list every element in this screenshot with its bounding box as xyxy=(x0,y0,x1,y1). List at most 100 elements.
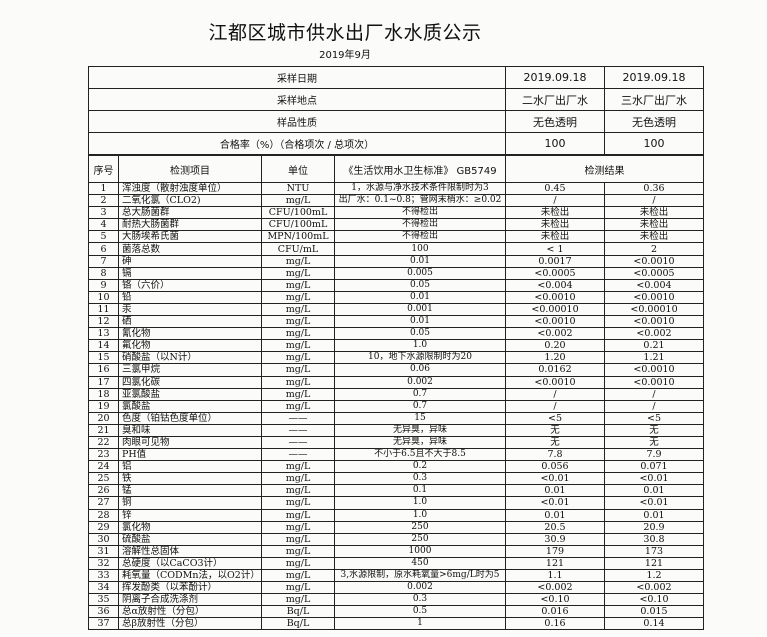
row-unit: mg/L xyxy=(261,302,335,317)
row-standard: 10，地下水源限制时为20 xyxy=(334,351,506,365)
row-result-plant2: 0.01 xyxy=(505,508,605,522)
table-row: 25 铁 mg/L 0.3 <0.01 <0.01 xyxy=(88,472,704,486)
row-result-plant2: <0.01 xyxy=(505,472,605,486)
table-row: 33 耗氧量（CODMn法，以O2计） mg/L 3,水源限制，原水耗氧量>6mg/L… xyxy=(88,568,704,583)
table-row: 5 大肠埃希氏菌 MPN/100mL 不得检出 未检出 未检出 xyxy=(88,230,704,244)
row-no: 16 xyxy=(88,363,119,377)
row-standard: 0.1 xyxy=(334,484,506,498)
row-result-plant3: <0.004 xyxy=(604,278,704,292)
table-row: 20 色度（铂钴色度单位） —— 15 <5 <5 xyxy=(88,411,704,425)
summary-row: 采样日期 2019.09.18 2019.09.18 xyxy=(88,66,704,89)
row-item: 硒 xyxy=(118,315,262,329)
row-item: 总硬度（以CaCO3计） xyxy=(118,556,262,571)
row-result-plant2: / xyxy=(505,399,605,413)
row-standard: 250 xyxy=(334,520,506,534)
table-row: 13 氰化物 mg/L 0.05 <0.002 <0.002 xyxy=(88,327,704,341)
table-row: 36 总α放射性（分包） Bq/L 0.5 0.016 0.015 xyxy=(88,605,704,619)
row-item: 耐热大肠菌群 xyxy=(118,218,262,232)
row-result-plant3: 30.8 xyxy=(604,532,704,546)
header-no: 序号 xyxy=(88,155,119,183)
row-unit: —— xyxy=(261,435,335,450)
row-result-plant2: <0.004 xyxy=(505,278,605,292)
row-no: 3 xyxy=(88,206,119,220)
table-row: 22 肉眼可见物 —— 无异臭，异味无无 xyxy=(88,435,704,450)
row-result-plant2: 未检出 xyxy=(505,206,605,220)
header-standard: 《生活饮用水卫生标准》 GB5749 xyxy=(334,155,506,183)
table-row: 26 锰 mg/L 0.1 0.01 0.01 xyxy=(88,484,704,498)
row-standard: 0.5 xyxy=(334,605,506,619)
row-item: 耗氧量（CODMn法，以O2计） xyxy=(118,568,262,583)
row-no: 17 xyxy=(88,375,119,389)
row-result-plant3: 0.21 xyxy=(604,339,704,353)
row-no: 35 xyxy=(88,593,119,607)
row-item: 浑浊度（散射浊度单位） xyxy=(118,181,262,196)
row-no: 4 xyxy=(88,218,119,232)
table-row: 34 挥发酚类（以苯酚计） mg/L 0.002 <0.002 <0.002 xyxy=(88,581,704,595)
row-item: 四氯化碳 xyxy=(118,375,262,389)
table-row: 12 硒 mg/L 0.01 <0.0010 <0.0010 xyxy=(88,315,704,329)
table-row: 31 溶解性总固体 mg/L 1000 179 173 xyxy=(88,544,704,558)
table-row: 23 PH值 —— 不小于6.5且不大于8.5 7.8 7.9 xyxy=(88,448,704,462)
row-result-plant2: 0.20 xyxy=(505,339,605,353)
row-result-plant3: 0.01 xyxy=(604,484,704,498)
row-result-plant2: < 1 xyxy=(505,242,605,256)
row-unit: mg/L xyxy=(261,484,335,498)
row-unit: mg/L xyxy=(261,508,335,522)
row-result-plant3: 7.9 xyxy=(604,448,704,462)
table-row: 18 亚氯酸盐 mg/L 0.7// xyxy=(88,387,704,401)
row-standard: 3,水源限制，原水耗氧量>6mg/L时为5 xyxy=(334,568,506,583)
table-row: 37 总β放射性（分包） Bq/L 1 0.16 0.14 xyxy=(88,617,704,631)
row-unit: CFU/100mL xyxy=(261,206,335,220)
row-item: 二氧化氯（CLO2) xyxy=(118,194,262,208)
row-item: 总β放射性（分包） xyxy=(118,617,262,631)
row-result-plant3: <5 xyxy=(604,411,704,425)
summary-label: 合格率（%）（合格项次 / 总项次） xyxy=(88,132,506,155)
row-unit: mg/L xyxy=(261,315,335,329)
row-standard: 1.0 xyxy=(334,496,506,510)
table-row: 28 锌 mg/L 1.0 0.01 0.01 xyxy=(88,508,704,522)
table-header-row: 序号 检测项目 单位 《生活饮用水卫生标准》 GB5749 检测结果 xyxy=(88,155,704,183)
row-result-plant2: <0.002 xyxy=(505,327,605,341)
header-result: 检测结果 xyxy=(505,155,704,183)
summary-value-plant3: 无色透明 xyxy=(604,110,704,133)
row-standard: 0.2 xyxy=(334,460,506,474)
row-result-plant3: <0.0010 xyxy=(604,375,704,389)
row-result-plant2: <0.0010 xyxy=(505,375,605,389)
row-no: 28 xyxy=(88,508,119,522)
row-no: 19 xyxy=(88,399,119,413)
row-item: 锰 xyxy=(118,484,262,498)
row-no: 34 xyxy=(88,581,119,595)
table-row: 17 四氯化碳 mg/L 0.002 <0.0010 <0.0010 xyxy=(88,375,704,389)
row-result-plant3: <0.00010 xyxy=(604,302,704,317)
row-no: 31 xyxy=(88,544,119,558)
row-item: 铁 xyxy=(118,472,262,486)
row-result-plant3: 0.36 xyxy=(604,181,704,196)
row-no: 22 xyxy=(88,435,119,450)
row-result-plant2: 20.5 xyxy=(505,520,605,534)
row-item: 铅 xyxy=(118,290,262,304)
row-unit: mg/L xyxy=(261,351,335,365)
row-no: 13 xyxy=(88,327,119,341)
summary-label: 采样地点 xyxy=(88,88,506,111)
row-result-plant3: 2 xyxy=(604,242,704,256)
row-result-plant2: <0.0010 xyxy=(505,290,605,304)
row-standard: 不得检出 xyxy=(334,230,506,244)
table-row: 32 总硬度（以CaCO3计） mg/L 450 121 121 xyxy=(88,556,704,571)
row-result-plant2: 7.8 xyxy=(505,448,605,462)
row-standard: 1.0 xyxy=(334,508,506,522)
row-no: 24 xyxy=(88,460,119,474)
row-result-plant2: 0.0162 xyxy=(505,363,605,377)
row-result-plant2: / xyxy=(505,387,605,401)
row-standard: 0.7 xyxy=(334,399,506,413)
row-standard: 0.001 xyxy=(334,302,506,317)
row-no: 32 xyxy=(88,556,119,571)
row-result-plant2: 0.16 xyxy=(505,617,605,631)
row-unit: mg/L xyxy=(261,472,335,486)
row-no: 21 xyxy=(88,423,119,437)
summary-value-plant2: 2019.09.18 xyxy=(505,66,605,89)
summary-value-plant2: 二水厂出厂水 xyxy=(505,88,605,111)
table-row: 3 总大肠菌群 CFU/100mL 不得检出 未检出 未检出 xyxy=(88,206,704,220)
water-quality-table: 序号 检测项目 单位 《生活饮用水卫生标准》 GB5749 检测结果 1 浑浊度（… xyxy=(88,155,704,631)
row-item: 氟化物 xyxy=(118,339,262,353)
row-unit: mg/L xyxy=(261,278,335,292)
